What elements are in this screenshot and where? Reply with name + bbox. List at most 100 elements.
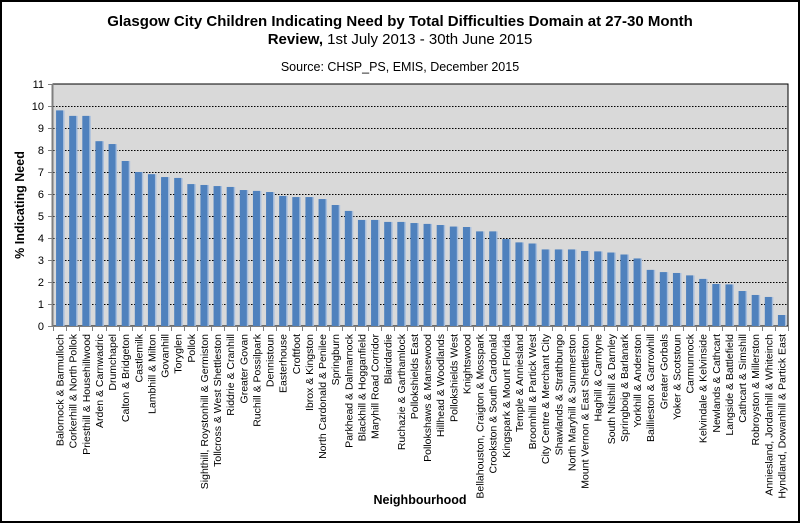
bars [56, 110, 787, 327]
x-tick-label: Arden & Carnwadric [94, 334, 106, 428]
y-tick-label: 3 [38, 255, 44, 267]
y-tick-label: 0 [38, 321, 44, 333]
bar-27 [397, 221, 405, 326]
bar-51 [712, 283, 720, 326]
bar-53 [738, 291, 746, 326]
x-tick-label: Drumchapel [107, 334, 119, 391]
x-tick-label: Sighthill, Roystonhill & Germiston [199, 334, 211, 489]
bar-45 [633, 258, 641, 326]
bar-49 [686, 275, 694, 326]
x-tick-label: Ibrox & Kingston [304, 334, 316, 411]
x-tick-label: City Centre & Merchant City [540, 333, 552, 464]
x-tick-label: Anniesland, Jordanhill & Whiteinch [763, 334, 775, 496]
y-tick-label: 8 [38, 145, 44, 157]
x-tick-label: Broomhill & Partick West [527, 334, 539, 449]
bar-2 [69, 115, 77, 327]
x-tick-label: Lambhill & Milton [146, 334, 158, 414]
bar-48 [672, 272, 680, 326]
bar-17 [266, 192, 274, 326]
x-tick-label: Priesthill & Househillwood [81, 334, 93, 455]
bar-52 [725, 284, 733, 326]
bar-15 [239, 190, 247, 326]
x-tick-label: Pollokshaws & Mansewood [422, 334, 434, 462]
x-tick-label: Dennistoun [265, 334, 277, 387]
bar-29 [423, 223, 431, 326]
y-tick-label: 10 [32, 101, 44, 113]
bar-18 [279, 195, 287, 326]
bar-55 [764, 296, 772, 326]
axes [48, 84, 789, 331]
y-tick-label: 5 [38, 211, 44, 223]
bar-20 [305, 197, 313, 326]
x-tick-label: Corkerhill & North Pollok [68, 333, 80, 448]
bar-3 [82, 115, 90, 327]
bar-34 [489, 231, 497, 326]
bar-44 [620, 254, 628, 326]
bar-5 [108, 144, 116, 326]
x-tick-label: Tollcross & West Shettleston [212, 334, 224, 467]
x-tick-label: Balornock & Barmulloch [55, 334, 67, 446]
chart-title-line1: Glasgow City Children Indicating Need by… [107, 13, 693, 30]
x-tick-label: Pollokshields West [448, 334, 460, 422]
x-tick-label: Springburn [330, 334, 342, 386]
bar-32 [462, 227, 470, 326]
bar-31 [449, 226, 457, 326]
x-tick-label: Toryglen [173, 334, 185, 374]
y-tick-labels: 0 1 2 3 4 5 6 7 8 9 10 11 [32, 79, 44, 333]
x-tick-label: Baillieston & Garrowhill [645, 334, 657, 442]
bar-54 [751, 294, 759, 326]
bar-21 [318, 199, 326, 326]
bar-16 [252, 190, 260, 326]
x-tick-label: Hillhead & Woodlands [435, 334, 447, 437]
bar-24 [357, 219, 365, 326]
x-tick-label: Bellahouston, Craigton & Mosspark [475, 333, 487, 498]
x-tick-label: North Cardonald & Penilee [317, 334, 329, 459]
bar-36 [515, 242, 523, 326]
bar-12 [200, 184, 208, 326]
bar-14 [226, 186, 234, 326]
bar-47 [659, 272, 667, 326]
chart-title-line2: Review, 1st July 2013 - 30th June 2015 [268, 31, 533, 48]
y-tick-label: 9 [38, 123, 44, 135]
x-tick-label: Hyndland, Dowanhill & Partick East [776, 334, 788, 499]
y-tick-label: 7 [38, 167, 44, 179]
bar-11 [187, 184, 195, 326]
bar-19 [292, 197, 300, 326]
y-tick-label: 1 [38, 299, 44, 311]
x-tick-label: Knightswood [461, 334, 473, 394]
x-tick-label: Ruchazie & Garthamlock [396, 333, 408, 450]
x-tick-label: Crookston & South Cardonald [488, 334, 500, 474]
bar-8 [147, 174, 155, 326]
y-tick-label: 11 [33, 79, 44, 91]
y-tick-label: 2 [38, 277, 44, 289]
bar-46 [646, 269, 654, 326]
y-axis-label: % Indicating Need [13, 151, 27, 259]
chart-subtitle: Source: CHSP_PS, EMIS, December 2015 [281, 60, 519, 74]
bar-30 [436, 225, 444, 326]
x-tick-label: Yoker & Scotstoun [671, 334, 683, 420]
x-tick-label: South Nitshill & Darnley [606, 333, 618, 444]
x-axis-label: Neighbourhood [373, 493, 466, 507]
x-tick-label: Greater Gorbals [658, 334, 670, 409]
x-tick-label: Springboig & Barlanark [619, 333, 631, 442]
bar-6 [121, 161, 129, 326]
chart-title-line2-dates: 1st July 2013 - 30th June 2015 [323, 31, 532, 48]
bar-10 [174, 177, 182, 326]
y-tick-label: 6 [38, 189, 44, 201]
x-tick-label: Blairdardie [383, 334, 395, 384]
x-tick-label: Langside & Battlefield [724, 334, 736, 436]
x-tick-label: Maryhill Road Corridor [370, 333, 382, 439]
bar-1 [56, 110, 64, 327]
bar-37 [528, 243, 536, 326]
bar-9 [161, 177, 169, 326]
bar-35 [502, 239, 510, 326]
x-tick-label: Pollokshields East [409, 334, 421, 419]
x-tick-label: Blackhill & Hogganfield [356, 334, 368, 442]
bar-22 [331, 205, 339, 326]
x-tick-label: Newlands & Cathcart [711, 334, 723, 433]
bar-41 [581, 250, 589, 326]
x-tick-label: Castlemilk [133, 333, 145, 382]
x-tick-label: Calton & Bridgeton [120, 334, 132, 422]
x-tick-label: Robroyston & Millerston [750, 334, 762, 446]
